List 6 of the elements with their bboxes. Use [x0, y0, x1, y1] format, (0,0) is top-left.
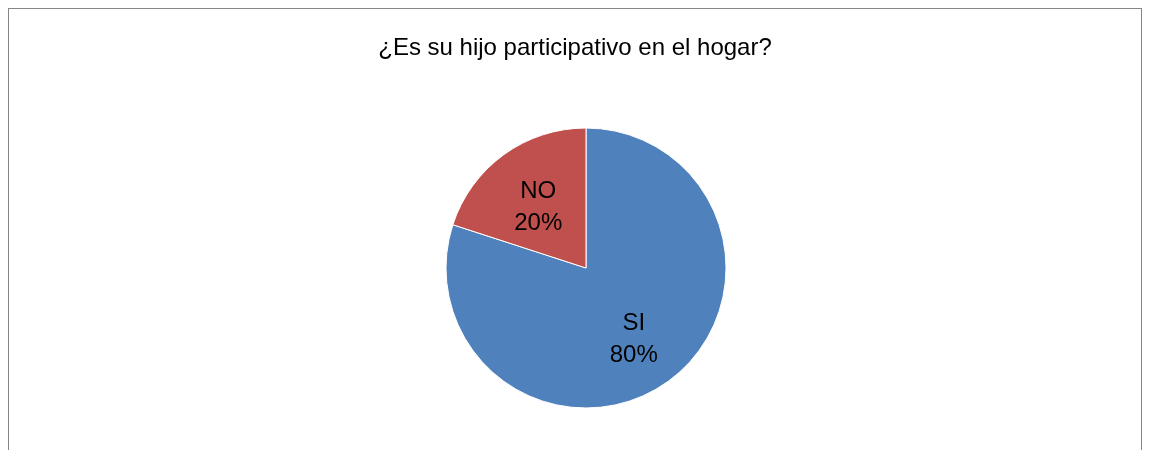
data-label: 20%: [514, 208, 563, 236]
slice-label: NO: [520, 176, 557, 204]
data-label: 80%: [609, 339, 658, 367]
pie-slice: [445, 127, 727, 409]
slice-label: SI: [622, 307, 646, 335]
chart-title: ¿Es su hijo participativo en el hogar?: [377, 33, 773, 61]
